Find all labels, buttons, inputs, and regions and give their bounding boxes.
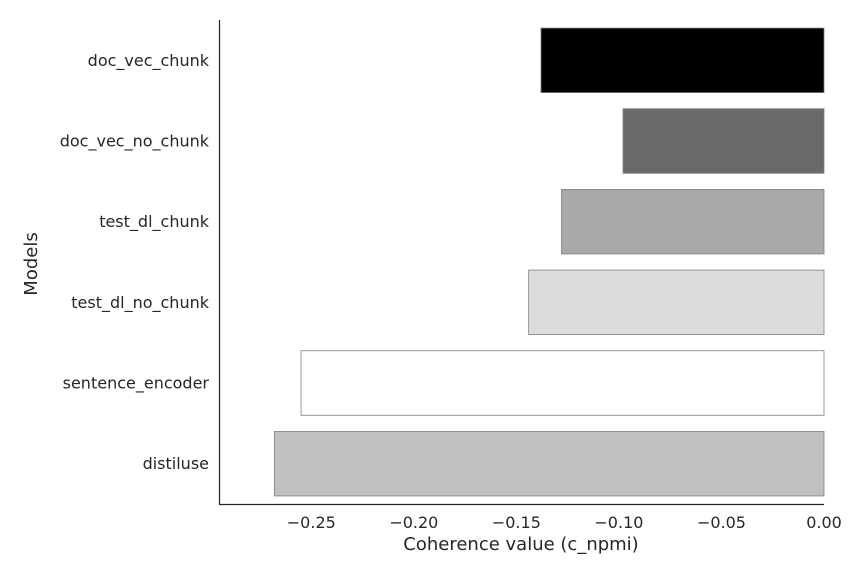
y-tick-label-sentence_encoder: sentence_encoder bbox=[63, 374, 210, 394]
y-tick-label-test_dl_chunk: test_dl_chunk bbox=[99, 212, 210, 232]
bar-test_dl_no_chunk bbox=[528, 269, 825, 336]
bar-distiluse bbox=[273, 430, 825, 497]
bar-test_dl_chunk bbox=[561, 188, 825, 255]
bar-doc_vec_no_chunk bbox=[622, 108, 825, 174]
x-tick-label: −0.25 bbox=[287, 513, 336, 532]
x-tick-label: −0.20 bbox=[389, 513, 438, 532]
x-tick-labels: −0.25 −0.20 −0.15 −0.10 −0.05 0.00 bbox=[287, 513, 842, 532]
x-tick-label: 0.00 bbox=[806, 513, 842, 532]
y-tick-label-test_dl_no_chunk: test_dl_no_chunk bbox=[71, 293, 209, 313]
y-tick-labels: doc_vec_chunk doc_vec_no_chunk test_dl_chu… bbox=[60, 51, 210, 473]
bars-group bbox=[273, 27, 825, 497]
x-tick-label: −0.05 bbox=[697, 513, 746, 532]
y-axis-title: Models bbox=[21, 232, 42, 295]
x-tick-label: −0.15 bbox=[492, 513, 541, 532]
y-tick-label-doc_vec_no_chunk: doc_vec_no_chunk bbox=[60, 132, 210, 152]
x-tick-label: −0.10 bbox=[594, 513, 643, 532]
bar-doc_vec_chunk bbox=[540, 27, 825, 93]
y-tick-label-doc_vec_chunk: doc_vec_chunk bbox=[88, 51, 210, 71]
bar-sentence_encoder bbox=[300, 350, 825, 416]
x-axis-title: Coherence value (c_npmi) bbox=[403, 534, 638, 555]
y-tick-label-distiluse: distiluse bbox=[143, 454, 209, 473]
